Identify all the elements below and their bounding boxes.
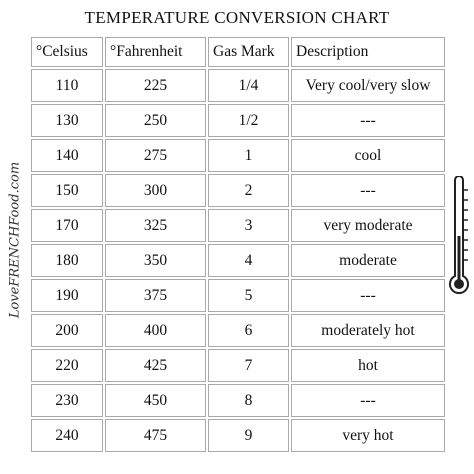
table-row: 230 450 8 --- bbox=[31, 384, 445, 417]
table-cell: 475 bbox=[105, 419, 206, 452]
header-row: °Celsius °Fahrenheit Gas Mark Description bbox=[31, 37, 445, 67]
table-cell: 180 bbox=[31, 244, 103, 277]
table-cell: --- bbox=[291, 384, 445, 417]
table-cell: very moderate bbox=[291, 209, 445, 242]
table-cell: 8 bbox=[208, 384, 289, 417]
table-cell: 200 bbox=[31, 314, 103, 347]
table-cell: 325 bbox=[105, 209, 206, 242]
conversion-table: °Celsius °Fahrenheit Gas Mark Description 1… bbox=[29, 35, 447, 454]
table-cell: 250 bbox=[105, 104, 206, 137]
table-cell: moderately hot bbox=[291, 314, 445, 347]
watermark: LoveFRENCHFood.com bbox=[7, 161, 23, 319]
table-row: 200 400 6 moderately hot bbox=[31, 314, 445, 347]
table-cell: 5 bbox=[208, 279, 289, 312]
table-cell: 6 bbox=[208, 314, 289, 347]
table-cell: 170 bbox=[31, 209, 103, 242]
table-cell: 3 bbox=[208, 209, 289, 242]
table-body: 110 225 1/4 Very cool/very slow 130 250 1/2 ---… bbox=[31, 69, 445, 452]
table-cell: --- bbox=[291, 279, 445, 312]
table-row: 110 225 1/4 Very cool/very slow bbox=[31, 69, 445, 102]
thermometer-icon bbox=[449, 176, 469, 295]
table-row: 150 300 2 --- bbox=[31, 174, 445, 207]
table-cell: 220 bbox=[31, 349, 103, 382]
table-cell: 9 bbox=[208, 419, 289, 452]
table-cell: 7 bbox=[208, 349, 289, 382]
table-row: 240 475 9 very hot bbox=[31, 419, 445, 452]
column-header: Gas Mark bbox=[208, 37, 289, 67]
table-cell: 1/4 bbox=[208, 69, 289, 102]
table-cell: 400 bbox=[105, 314, 206, 347]
column-header: °Celsius bbox=[31, 37, 103, 67]
table-cell: cool bbox=[291, 139, 445, 172]
table-cell: Very cool/very slow bbox=[291, 69, 445, 102]
table-cell: 240 bbox=[31, 419, 103, 452]
table-row: 140 275 1 cool bbox=[31, 139, 445, 172]
table-cell: 130 bbox=[31, 104, 103, 137]
table-cell: very hot bbox=[291, 419, 445, 452]
table-row: 170 325 3 very moderate bbox=[31, 209, 445, 242]
table-row: 130 250 1/2 --- bbox=[31, 104, 445, 137]
table-cell: 300 bbox=[105, 174, 206, 207]
table-cell: 150 bbox=[31, 174, 103, 207]
table-cell: 140 bbox=[31, 139, 103, 172]
table-cell: 425 bbox=[105, 349, 206, 382]
column-header: Description bbox=[291, 37, 445, 67]
table-row: 180 350 4 moderate bbox=[31, 244, 445, 277]
column-header: °Fahrenheit bbox=[105, 37, 206, 67]
table-cell: 1/2 bbox=[208, 104, 289, 137]
table-cell: 350 bbox=[105, 244, 206, 277]
table-cell: --- bbox=[291, 174, 445, 207]
table-cell: 225 bbox=[105, 69, 206, 102]
table-cell: hot bbox=[291, 349, 445, 382]
table-cell: --- bbox=[291, 104, 445, 137]
table-cell: 375 bbox=[105, 279, 206, 312]
table-row: 220 425 7 hot bbox=[31, 349, 445, 382]
table-cell: 2 bbox=[208, 174, 289, 207]
title: TEMPERATURE CONVERSION CHART bbox=[84, 8, 390, 27]
table-row: 190 375 5 --- bbox=[31, 279, 445, 312]
table-cell: 230 bbox=[31, 384, 103, 417]
table-cell: 450 bbox=[105, 384, 206, 417]
table-cell: 275 bbox=[105, 139, 206, 172]
table-cell: 190 bbox=[31, 279, 103, 312]
table-cell: moderate bbox=[291, 244, 445, 277]
table-cell: 110 bbox=[31, 69, 103, 102]
table-cell: 4 bbox=[208, 244, 289, 277]
table-cell: 1 bbox=[208, 139, 289, 172]
